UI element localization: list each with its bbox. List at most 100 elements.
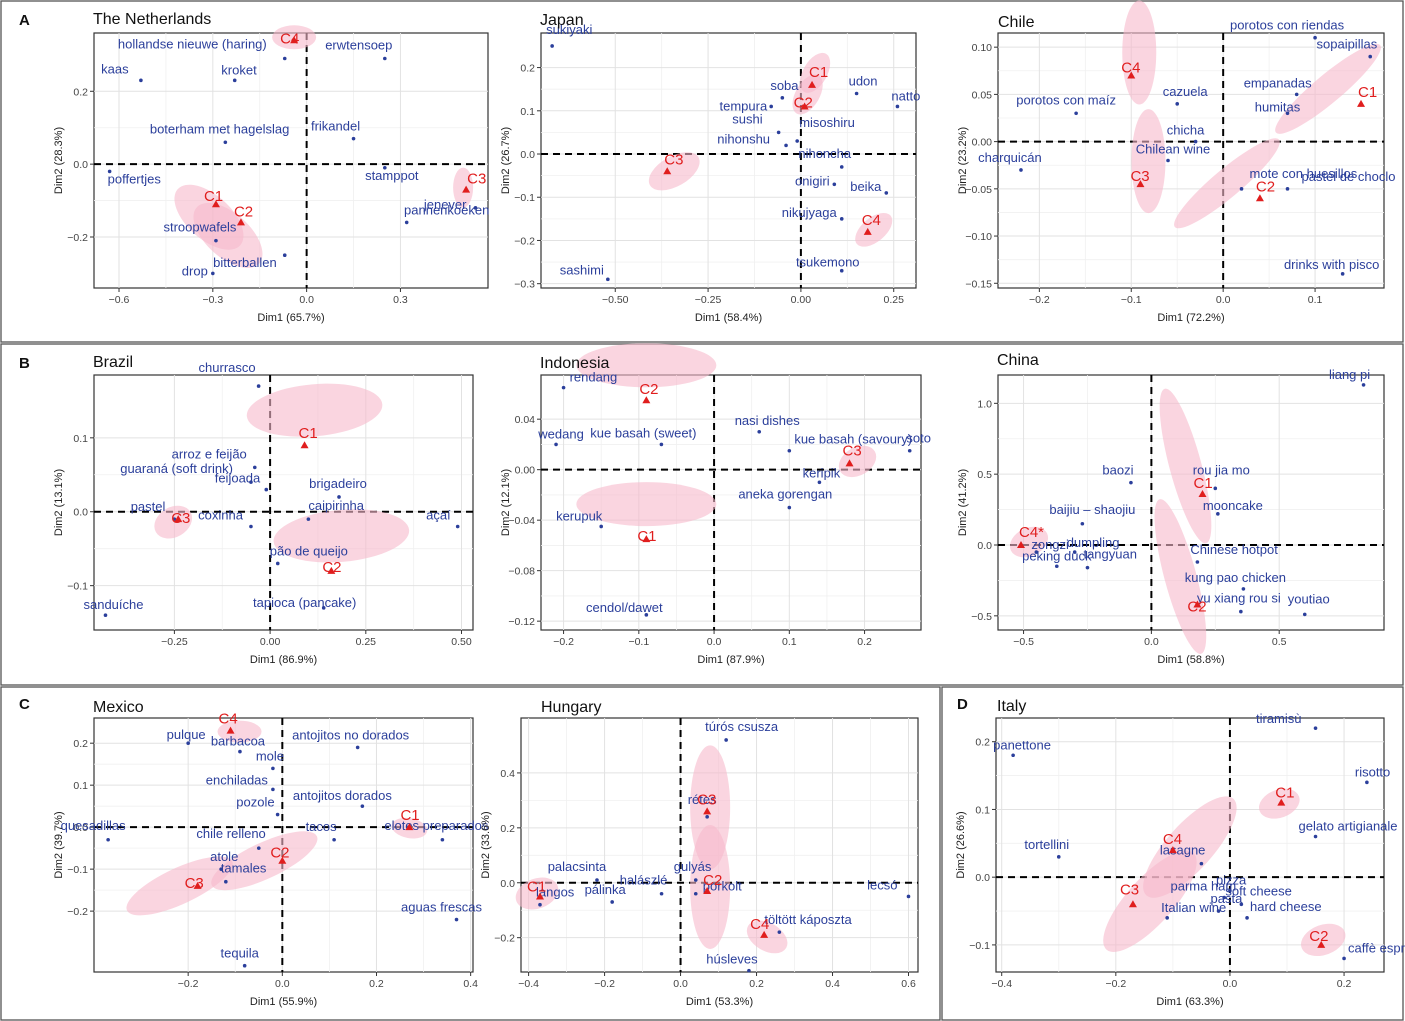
- cluster-label: C3: [185, 875, 204, 892]
- chart-title: Brazil: [93, 354, 133, 371]
- data-point-label: arroz e feijão: [172, 446, 247, 461]
- section-letter-b: B: [19, 355, 30, 372]
- data-point: [1222, 895, 1227, 900]
- data-point: [747, 968, 751, 973]
- data-point: [1216, 909, 1221, 913]
- data-point-label: caipirinha: [308, 498, 364, 513]
- data-point-label: aneka gorengan: [738, 487, 832, 502]
- cluster-marker: [300, 441, 309, 449]
- cluster-label: C2: [1187, 599, 1206, 616]
- data-point: [610, 900, 614, 904]
- y-axis-label: Dim2 (12.1%): [500, 469, 512, 536]
- cluster-label: C4: [280, 30, 299, 47]
- section-c-frame: [0, 686, 941, 1021]
- data-point-label: empanadas: [1244, 75, 1312, 90]
- data-point: [644, 613, 649, 617]
- cluster-label: C4: [862, 212, 881, 229]
- y-tick-label: −0.1: [514, 192, 535, 204]
- cluster-ellipse: [211, 831, 318, 891]
- y-tick-label: −0.2: [67, 232, 88, 244]
- data-point-label: nihonshu: [717, 131, 770, 146]
- y-tick-label: −0.1: [969, 940, 990, 952]
- x-tick-label: −0.2: [553, 636, 574, 648]
- data-point: [214, 238, 218, 243]
- data-point: [705, 815, 709, 819]
- cluster-ellipse: [855, 212, 893, 247]
- data-point: [321, 606, 326, 610]
- data-point: [1011, 753, 1015, 758]
- data-point-label: stamppot: [365, 168, 419, 183]
- cluster-label: C1: [204, 188, 223, 205]
- data-point: [1080, 521, 1085, 526]
- data-point: [1228, 888, 1232, 893]
- cluster-label: C2: [639, 381, 658, 398]
- cluster-marker: [845, 459, 854, 467]
- x-tick-label: 0.1: [782, 636, 797, 648]
- x-axis-label: Dim1 (58.4%): [695, 312, 762, 324]
- data-point-label: humitas: [1255, 99, 1301, 114]
- chart-title: Mexico: [93, 699, 144, 716]
- x-tick-label: 0.50: [451, 636, 472, 648]
- cluster-ellipse: [273, 509, 410, 563]
- data-point-label: quesadillas: [61, 818, 127, 833]
- cluster-ellipse: [792, 74, 823, 115]
- chart-5: −0.5 0.0 0.5 −0.5 0.0 0.5 1.0 liang pi baozi rou …: [957, 352, 1385, 666]
- cluster-marker: [535, 892, 544, 900]
- y-tick-label: 0.1: [73, 780, 88, 792]
- data-point-label: cazuela: [1163, 84, 1209, 99]
- data-point-label: chicha: [1167, 123, 1205, 138]
- cluster-marker: [278, 856, 287, 864]
- data-point-label: pastel de choclo: [1302, 169, 1396, 184]
- data-point: [1342, 956, 1346, 961]
- cluster-marker: [327, 566, 336, 574]
- data-point-label: lecsó: [867, 877, 897, 892]
- data-point: [895, 104, 900, 109]
- data-point-label: pizza: [1216, 873, 1247, 888]
- data-point-label: halászlé: [620, 873, 668, 888]
- data-point-label: sukiyaki: [546, 22, 592, 37]
- data-point: [264, 487, 269, 492]
- data-point-label: porotos con maíz: [1016, 92, 1116, 107]
- cluster-label: C3: [1130, 168, 1149, 185]
- data-point: [907, 448, 912, 453]
- cluster-label: C2: [322, 559, 341, 576]
- y-tick-label: 0.2: [500, 823, 515, 835]
- x-axis-label: Dim1 (53.3%): [686, 996, 753, 1008]
- x-tick-label: 0.2: [369, 978, 384, 990]
- y-tick-label: 0.0: [975, 872, 990, 884]
- cluster-ellipse: [246, 383, 383, 437]
- cluster-label: C2: [703, 872, 722, 889]
- data-point: [249, 524, 253, 529]
- data-point: [784, 143, 788, 148]
- data-point-label: jenever: [423, 197, 467, 212]
- data-point-label: Chinese hotpot: [1190, 542, 1278, 557]
- cluster-ellipse: [453, 167, 474, 208]
- data-point: [1034, 550, 1039, 554]
- data-point: [1216, 512, 1220, 516]
- y-axis-label: Dim2 (23.2%): [957, 127, 969, 194]
- data-point-label: tortellini: [1024, 837, 1069, 852]
- data-point-label: enchiladas: [206, 772, 269, 787]
- data-point-label: dumpling: [1067, 535, 1120, 550]
- cluster-ellipse: [1131, 109, 1166, 214]
- y-tick-label: −0.12: [508, 616, 535, 628]
- y-tick-label: 0.1: [520, 106, 535, 118]
- data-point-label: barbacoa: [211, 734, 266, 749]
- data-point-label: pálinka: [585, 882, 627, 897]
- data-point-label: kue basah (sweet): [590, 425, 696, 440]
- chart-0: −0.6 −0.3 0.0 0.3 −0.2 0.0 0.2 hollandse nieuwe…: [53, 11, 489, 324]
- chart-title: The Netherlands: [93, 11, 211, 28]
- cluster-marker: [863, 227, 872, 235]
- cluster-marker: [193, 881, 202, 889]
- data-point-label: sopaipillas: [1317, 37, 1378, 52]
- data-point-label: gelato artigianale: [1299, 819, 1398, 834]
- x-tick-label: 0.3: [393, 294, 408, 306]
- data-point-label: mooncake: [1203, 498, 1263, 513]
- data-point: [1313, 35, 1317, 40]
- data-point: [550, 44, 554, 48]
- data-point: [256, 846, 261, 850]
- plot-area: [997, 32, 1385, 289]
- data-point: [383, 165, 387, 170]
- x-tick-label: −0.25: [695, 294, 722, 306]
